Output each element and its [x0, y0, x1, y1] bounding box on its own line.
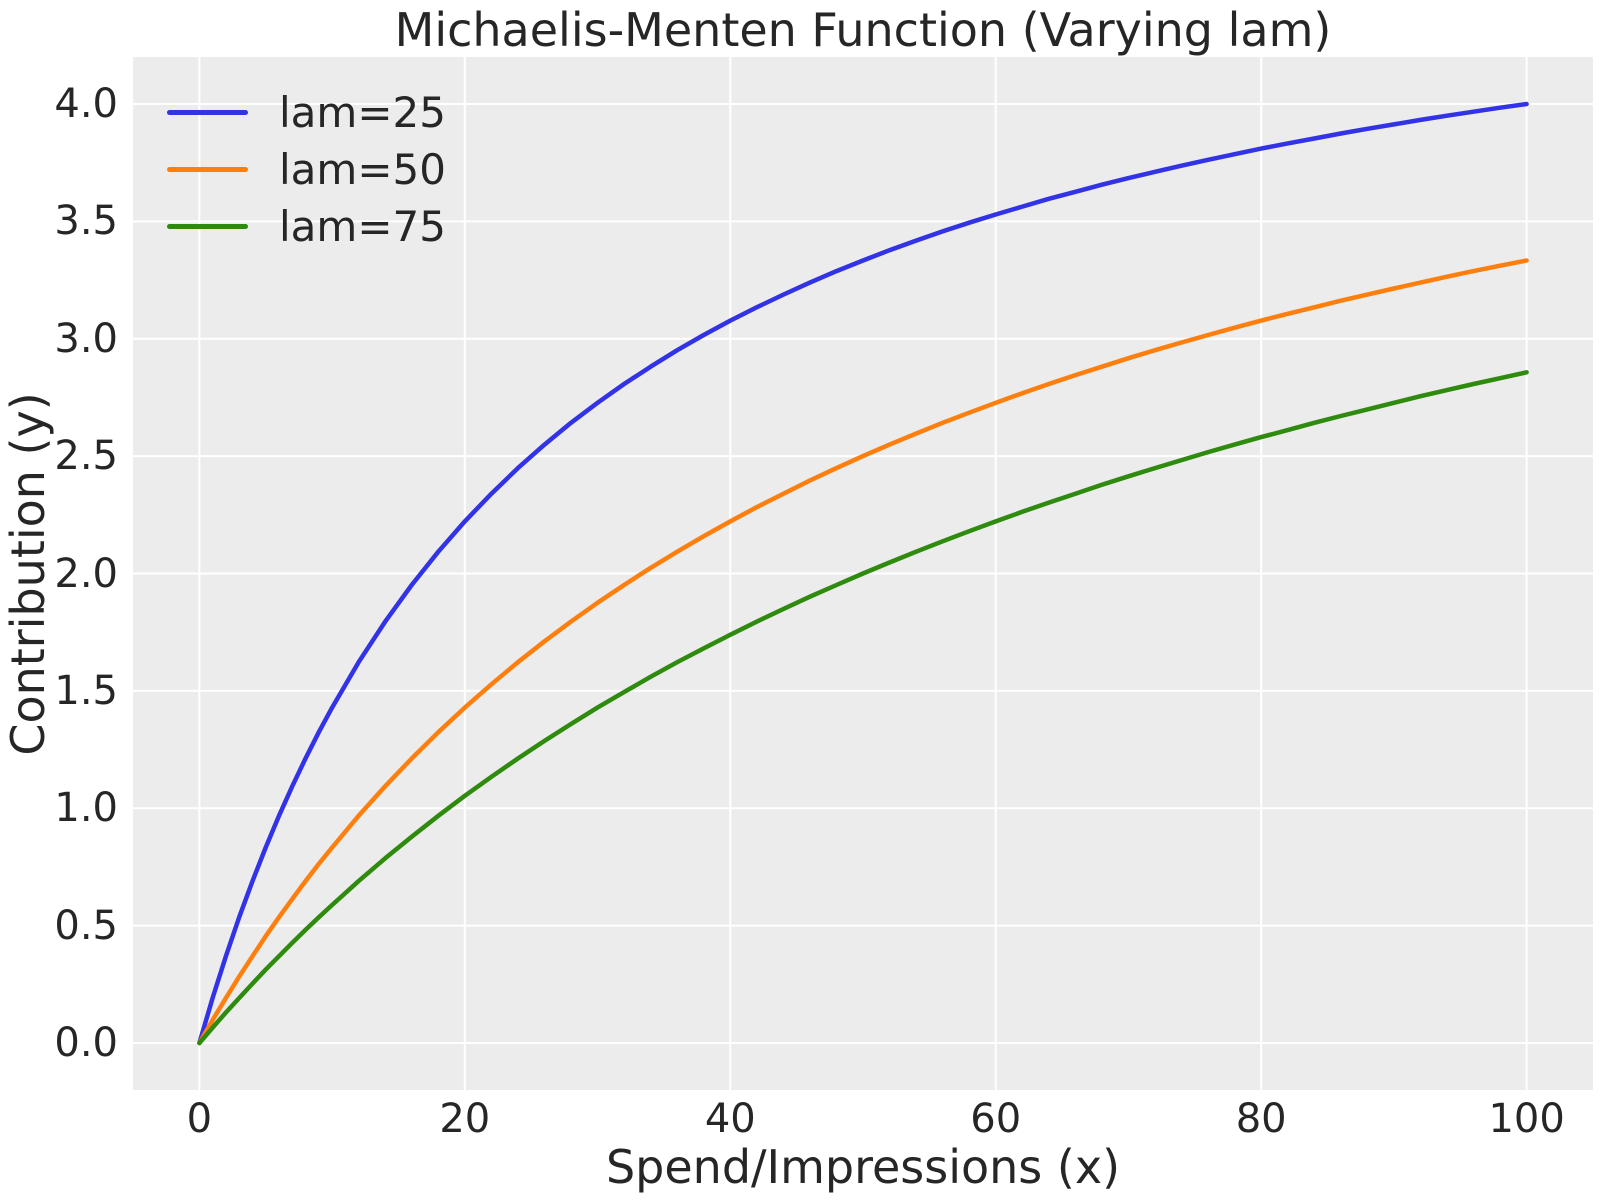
- series-line-lam-25: [197, 101, 1529, 1046]
- y-tick-label: 1.5: [54, 667, 118, 714]
- y-tick-label: 2.5: [54, 433, 118, 480]
- x-tick-label: 0: [186, 1096, 213, 1142]
- x-tick-label: 80: [1235, 1096, 1287, 1142]
- x-tick-label: 60: [970, 1096, 1022, 1142]
- legend-item-lam-50: lam=50: [167, 141, 446, 198]
- chart-title: Michaelis-Menten Function (Varying lam): [394, 3, 1332, 57]
- legend-line-swatch: [167, 110, 248, 115]
- legend-item-lam-25: lam=25: [167, 84, 446, 141]
- x-tick-label: 100: [1488, 1096, 1565, 1142]
- y-tick-label: 1.0: [54, 785, 118, 832]
- legend-label: lam=75: [279, 202, 446, 251]
- legend-item-lam-75: lam=75: [167, 198, 446, 255]
- y-tick-label: 4.0: [54, 80, 118, 127]
- y-tick-label: 2.0: [54, 550, 118, 597]
- legend: lam=25 lam=50 lam=75: [167, 84, 446, 255]
- y-tick-label: 0.0: [54, 1020, 118, 1067]
- x-tick-label: 20: [439, 1096, 491, 1142]
- x-axis-label: Spend/Impressions (x): [605, 1140, 1121, 1194]
- series-line-lam-75: [197, 370, 1529, 1046]
- x-tick-label: 40: [704, 1096, 756, 1142]
- series-line-lam-50: [197, 258, 1529, 1046]
- legend-line-swatch: [167, 224, 248, 229]
- legend-label: lam=50: [279, 145, 446, 194]
- legend-line-swatch: [167, 167, 248, 172]
- y-tick-label: 3.5: [54, 198, 118, 245]
- y-tick-label: 0.5: [54, 902, 118, 949]
- y-tick-label: 3.0: [54, 315, 118, 362]
- legend-label: lam=25: [279, 88, 446, 137]
